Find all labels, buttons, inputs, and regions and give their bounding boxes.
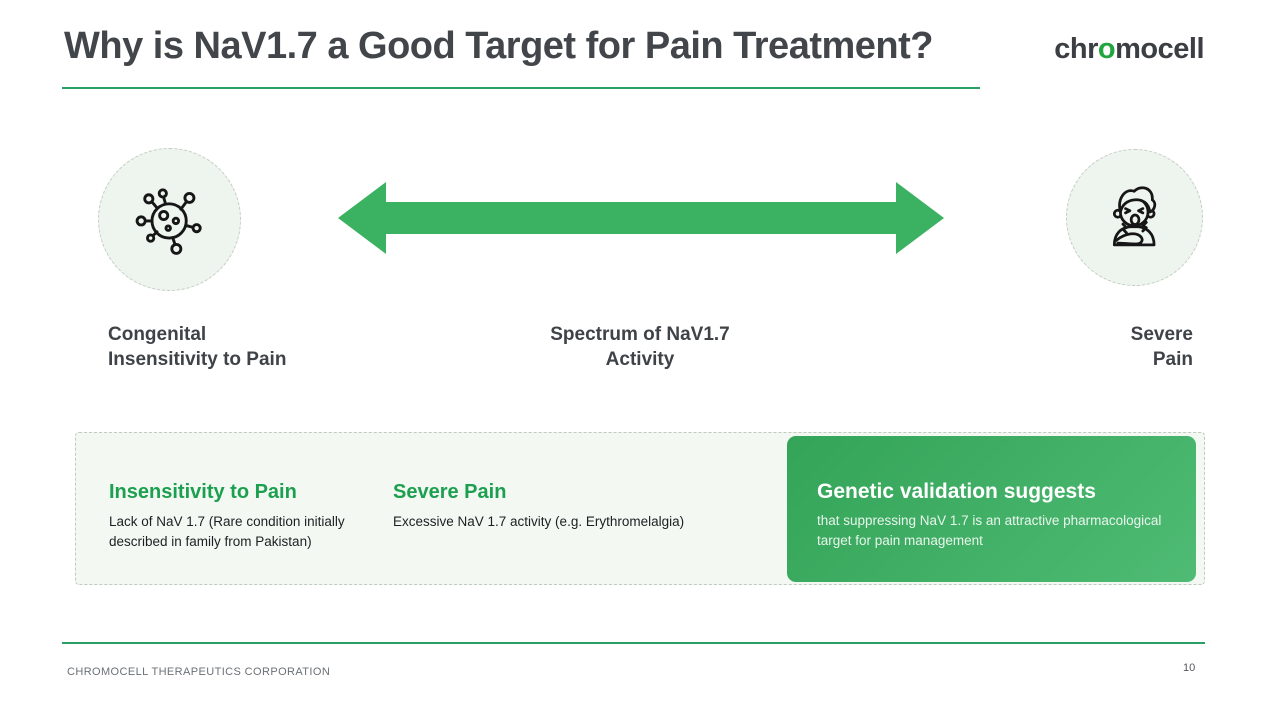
genetic-validation-body: that suppressing NaV 1.7 is an attractiv… [817,513,1162,548]
logo-text-pre: chr [1054,33,1098,65]
footer-company-name: CHROMOCELL THERAPEUTICS CORPORATION [67,666,331,678]
spectrum-right-label: Severe Pain [1130,324,1193,371]
title-underline [62,87,980,89]
logo-text-post: mocell [1115,33,1204,65]
insensitivity-heading: Insensitivity to Pain [109,481,297,503]
chromocell-logo: chromocell [1054,33,1204,66]
spectrum-arrow [338,179,944,257]
genetic-validation-callout: Genetic validation suggests that suppres… [787,436,1196,582]
insensitivity-body: Lack of NaV 1.7 (Rare condition initiall… [109,514,345,549]
footer-divider [62,642,1205,644]
spectrum-center-label: Spectrum of NaV1.7 Activity [550,324,730,371]
person-in-pain-icon [1113,186,1157,247]
info-panel: Insensitivity to Pain Lack of NaV 1.7 (R… [75,432,1205,585]
severe-pain-heading: Severe Pain [393,481,507,503]
virus-molecule-icon [136,188,203,256]
insensitivity-circle [98,148,241,291]
page-title: Why is NaV1.7 a Good Target for Pain Tre… [64,25,933,67]
severe-pain-body: Excessive NaV 1.7 activity (e.g. Erythro… [393,514,685,529]
insensitivity-section: Insensitivity to Pain Lack of NaV 1.7 (R… [109,481,394,551]
page-number: 10 [1183,662,1196,674]
double-arrow-icon [338,182,944,254]
logo-green-o: o [1097,33,1116,65]
severe-pain-circle [1066,149,1203,286]
spectrum-left-label: Congenital Insensitivity to Pain [108,324,287,371]
severe-pain-section: Severe Pain Excessive NaV 1.7 activity (… [393,481,733,532]
genetic-validation-heading: Genetic validation suggests [817,480,1096,503]
